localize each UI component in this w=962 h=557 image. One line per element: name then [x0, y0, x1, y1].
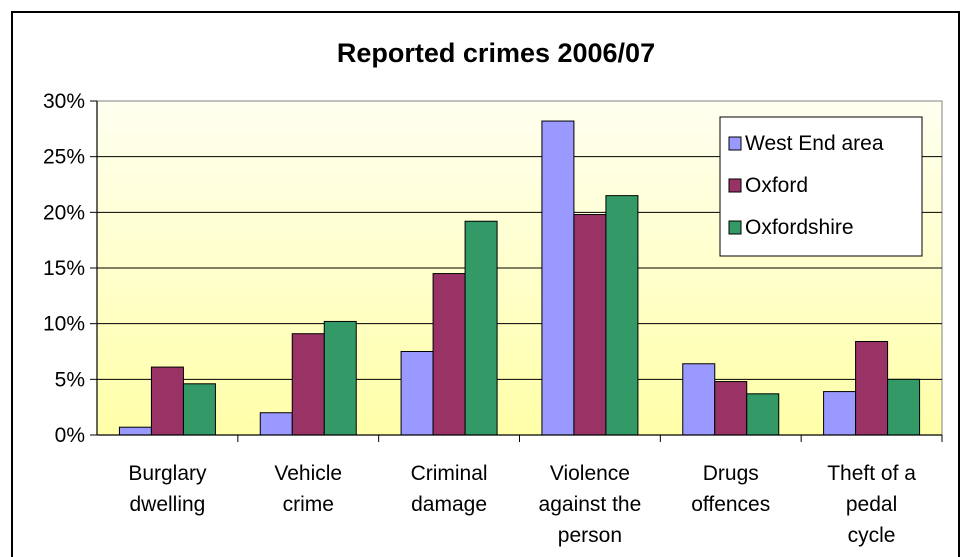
bar-oxfordshire [323, 320, 357, 436]
bar-oxford [855, 340, 889, 436]
y-tick-label: 25% [43, 146, 85, 169]
bar-west-end-area [259, 412, 293, 436]
bar-oxfordshire [464, 220, 498, 436]
legend-label: Oxford [745, 174, 808, 197]
x-category-labels: Burglary dwelling Vehicle crime Criminal dama… [128, 462, 916, 547]
legend-swatch [728, 178, 742, 193]
y-tick-label: 15% [43, 257, 85, 280]
bar-oxford [573, 214, 607, 436]
bar-oxford [714, 381, 748, 436]
y-tick-label: 5% [55, 368, 85, 391]
y-tick-labels: 0% 5% 10% 15% 20% 25% 30% [43, 90, 85, 447]
axes [90, 100, 943, 442]
x-category-label: Violence against the person [539, 462, 642, 547]
bar-oxford [150, 366, 184, 436]
bar-west-end-area [682, 363, 716, 436]
x-category-label: Theft of a pedal cycle [827, 462, 916, 547]
bar-oxfordshire [182, 383, 216, 436]
x-category-label: Criminal damage [411, 462, 488, 516]
x-category-label: Burglary dwelling [128, 462, 207, 516]
legend-label: Oxfordshire [745, 216, 854, 239]
legend: West End area Oxford Oxfordshire [719, 116, 923, 257]
bar-oxford [291, 333, 325, 436]
bar-west-end-area [541, 120, 575, 436]
x-category-label: Drugs offences [691, 462, 770, 516]
y-tick-label: 0% [55, 424, 85, 447]
bar-west-end-area [118, 426, 152, 436]
y-tick-label: 30% [43, 90, 85, 113]
bars [118, 120, 921, 436]
bar-west-end-area [823, 391, 857, 436]
bar-oxfordshire [887, 378, 921, 436]
bar-oxfordshire [605, 195, 639, 436]
legend-swatch [728, 220, 742, 235]
y-tick-label: 20% [43, 201, 85, 224]
y-tick-label: 10% [43, 313, 85, 336]
x-category-label: Vehicle crime [274, 462, 342, 516]
chart-title: Reported crimes 2006/07 [337, 38, 655, 68]
bar-oxford [432, 273, 466, 436]
legend-swatch [728, 136, 742, 151]
legend-box [719, 116, 923, 257]
legend-label: West End area [745, 132, 884, 155]
bar-oxfordshire [746, 393, 780, 436]
bar-west-end-area [400, 351, 434, 436]
